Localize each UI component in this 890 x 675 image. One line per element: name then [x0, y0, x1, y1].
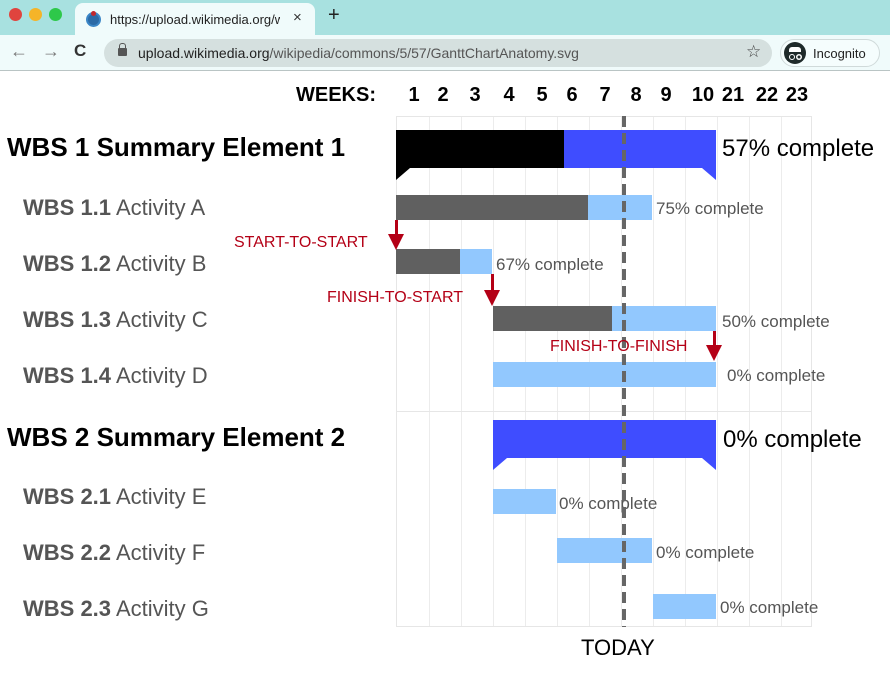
- summary-bracket-right: [702, 168, 716, 180]
- progress-label: 67% complete: [496, 255, 604, 274]
- activity-label-a: WBS 1.1 Activity A: [23, 195, 206, 220]
- progress-label: 75% complete: [656, 199, 764, 218]
- activity-bar-e[interactable]: [493, 489, 556, 514]
- url-host: upload.wikimedia.org: [138, 45, 270, 61]
- week-tick: 2: [437, 84, 449, 106]
- today-label: TODAY: [581, 635, 655, 660]
- summary-progress-fill: [396, 130, 564, 168]
- week-tick: 10: [691, 84, 715, 106]
- grid-line: [429, 117, 430, 626]
- progress-label: 0% complete: [727, 366, 826, 385]
- finish-to-finish-arrow-icon: [706, 331, 722, 361]
- close-window-button[interactable]: [9, 8, 22, 21]
- summary-label-wbs2: WBS 2 Summary Element 2: [7, 422, 346, 452]
- summary-bracket-left: [396, 168, 410, 180]
- maximize-window-button[interactable]: [49, 8, 62, 21]
- summary-bracket-left: [493, 458, 507, 470]
- progress-label: 50% complete: [722, 312, 830, 331]
- week-tick: 5: [536, 84, 548, 106]
- summary-bar-wbs1[interactable]: [396, 130, 716, 180]
- activity-bar-d[interactable]: [493, 362, 716, 387]
- grid-line: [781, 117, 782, 626]
- browser-tab-bar: https://upload.wikimedia.org/wikipedia/c…: [0, 0, 890, 36]
- week-tick: 3: [469, 84, 481, 106]
- start-to-start-arrow-icon: [388, 220, 404, 250]
- activity-progress-fill: [493, 306, 612, 331]
- address-bar[interactable]: upload.wikimedia.org/wikipedia/commons/5…: [104, 39, 772, 67]
- week-tick: 8: [630, 84, 642, 106]
- incognito-label: Incognito: [813, 46, 866, 61]
- progress-label: 0% complete: [656, 543, 755, 562]
- incognito-badge[interactable]: Incognito: [780, 39, 880, 67]
- forward-arrow-icon[interactable]: →: [42, 41, 60, 61]
- summary-label-wbs1: WBS 1 Summary Element 1: [7, 132, 346, 162]
- progress-label: 0% complete: [723, 426, 862, 453]
- grid-line: [717, 117, 718, 626]
- week-tick: 6: [566, 84, 578, 106]
- browser-tab[interactable]: https://upload.wikimedia.org/wikipedia/c…: [75, 3, 315, 36]
- activity-label-c: WBS 1.3 Activity C: [23, 307, 208, 332]
- summary-bracket-right: [702, 458, 716, 470]
- browser-toolbar: ← → C upload.wikimedia.org/wikipedia/com…: [0, 35, 890, 71]
- new-tab-button[interactable]: +: [328, 4, 340, 26]
- activity-bar-b[interactable]: [396, 249, 492, 274]
- back-arrow-icon[interactable]: ←: [10, 41, 28, 61]
- url-text[interactable]: upload.wikimedia.org/wikipedia/commons/5…: [138, 45, 579, 61]
- wikimedia-favicon-icon: [86, 11, 101, 27]
- tab-title: https://upload.wikimedia.org/wikipedia/c…: [110, 12, 280, 27]
- section-divider: [397, 411, 811, 412]
- activity-bar-a[interactable]: [396, 195, 652, 220]
- week-tick: 22: [755, 84, 779, 106]
- activity-label-f: WBS 2.2 Activity F: [23, 540, 206, 565]
- today-line: [622, 116, 626, 627]
- dependency-label: FINISH-TO-START: [327, 289, 463, 306]
- week-tick: 1: [408, 84, 420, 106]
- minimize-window-button[interactable]: [29, 8, 42, 21]
- gantt-chart: WEEKS: 1 2 3 4 5 6 7 8 9 10 21 22 23 WBS…: [0, 72, 890, 675]
- activity-bar-g[interactable]: [653, 594, 716, 619]
- weeks-axis-label: WEEKS:: [296, 84, 376, 106]
- dependency-label: FINISH-TO-FINISH: [550, 338, 688, 355]
- bookmark-star-icon[interactable]: ☆: [746, 42, 762, 61]
- close-tab-icon[interactable]: ×: [293, 9, 302, 26]
- grid-line: [461, 117, 462, 626]
- progress-label: 0% complete: [720, 598, 819, 617]
- activity-label-e: WBS 2.1 Activity E: [23, 484, 207, 509]
- summary-bar-wbs2[interactable]: [493, 420, 716, 470]
- incognito-icon: [784, 42, 806, 64]
- lock-icon: [118, 43, 127, 56]
- grid-line: [749, 117, 750, 626]
- activity-label-d: WBS 1.4 Activity D: [23, 363, 208, 388]
- activity-progress-fill: [396, 249, 460, 274]
- week-tick: 21: [721, 84, 745, 106]
- progress-label: 0% complete: [559, 494, 658, 513]
- activity-bar-c[interactable]: [493, 306, 716, 331]
- activity-label-b: WBS 1.2 Activity B: [23, 251, 207, 276]
- finish-to-start-arrow-icon: [484, 274, 500, 306]
- week-tick: 23: [785, 84, 809, 106]
- dependency-label: START-TO-START: [234, 234, 368, 251]
- reload-icon[interactable]: C: [74, 41, 87, 60]
- activity-label-g: WBS 2.3 Activity G: [23, 596, 209, 621]
- url-path: /wikipedia/commons/5/57/GanttChartAnatom…: [269, 45, 579, 61]
- activity-progress-fill: [396, 195, 588, 220]
- week-tick: 4: [503, 84, 515, 106]
- progress-label: 57% complete: [722, 135, 875, 162]
- week-tick: 9: [660, 84, 672, 106]
- activity-bar-f[interactable]: [557, 538, 652, 563]
- week-tick: 7: [599, 84, 611, 106]
